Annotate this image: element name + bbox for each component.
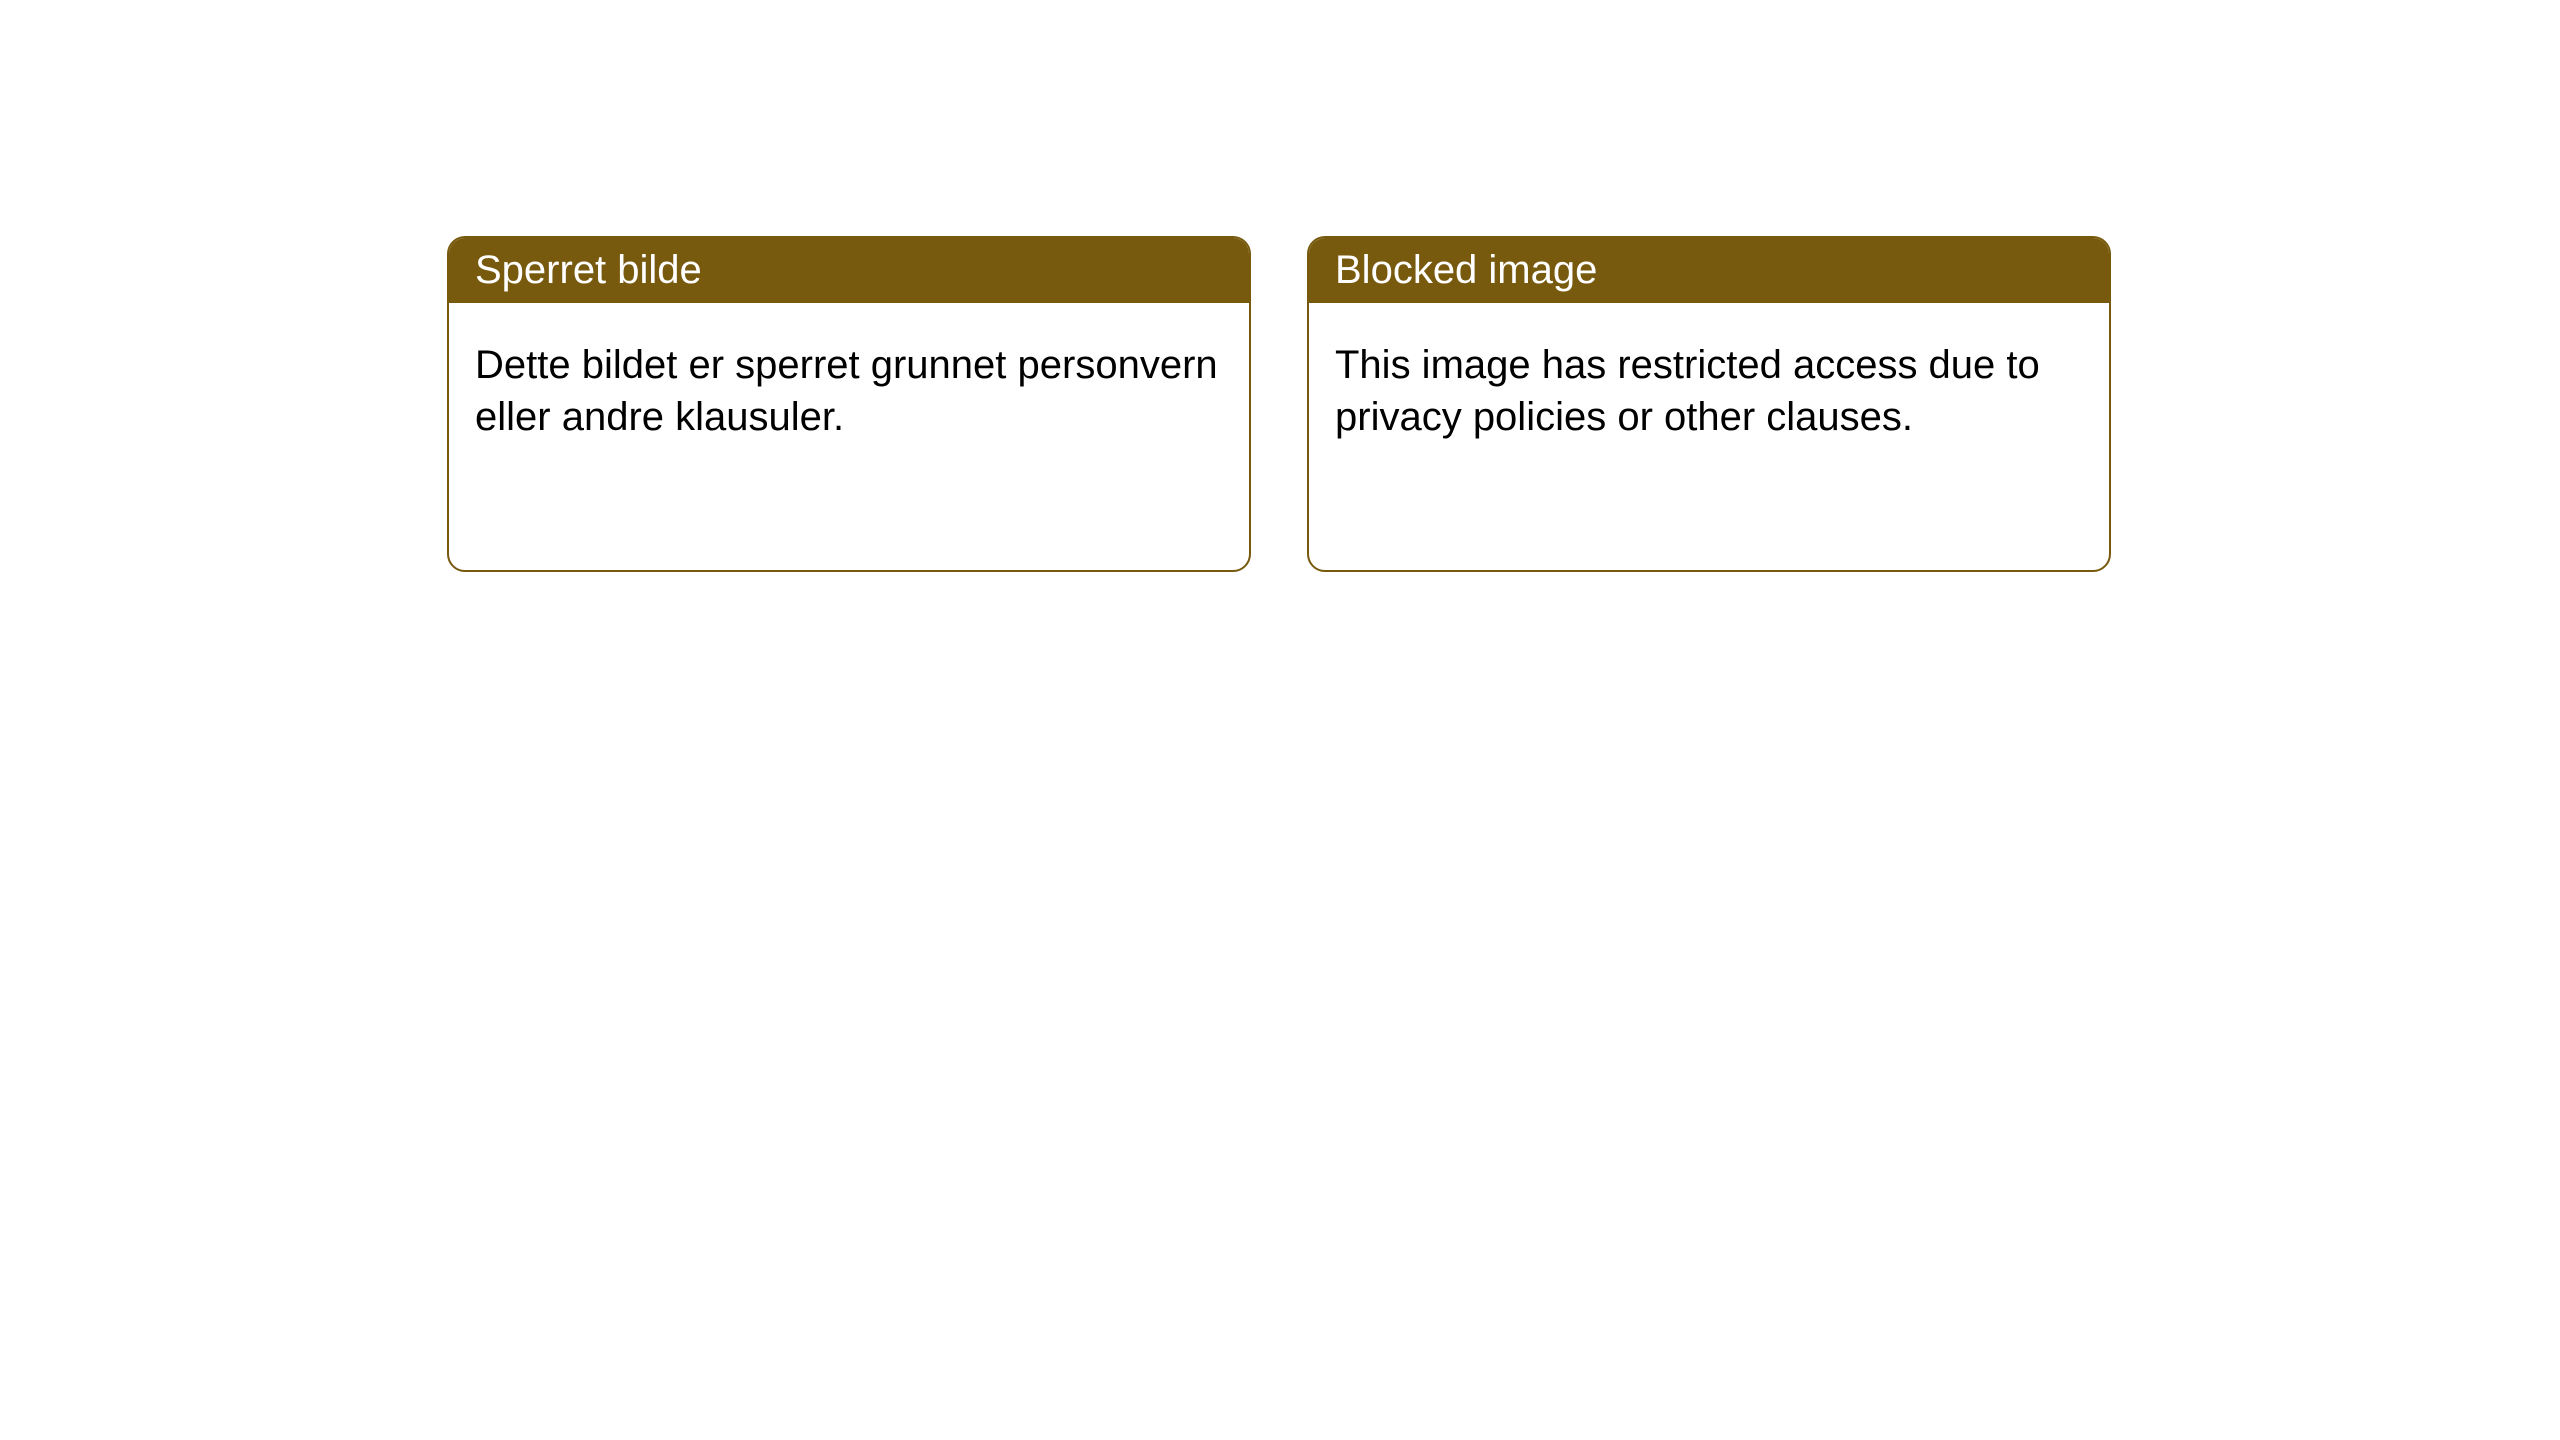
card-body-text: This image has restricted access due to … bbox=[1335, 343, 2040, 439]
blocked-image-card-en: Blocked image This image has restricted … bbox=[1307, 236, 2111, 572]
cards-container: Sperret bilde Dette bildet er sperret gr… bbox=[447, 236, 2560, 572]
card-body: This image has restricted access due to … bbox=[1309, 303, 2109, 479]
card-body-text: Dette bildet er sperret grunnet personve… bbox=[475, 343, 1218, 439]
card-body: Dette bildet er sperret grunnet personve… bbox=[449, 303, 1249, 479]
card-title: Blocked image bbox=[1335, 248, 1597, 292]
blocked-image-card-no: Sperret bilde Dette bildet er sperret gr… bbox=[447, 236, 1251, 572]
card-header: Blocked image bbox=[1309, 238, 2109, 303]
card-header: Sperret bilde bbox=[449, 238, 1249, 303]
card-title: Sperret bilde bbox=[475, 248, 702, 292]
